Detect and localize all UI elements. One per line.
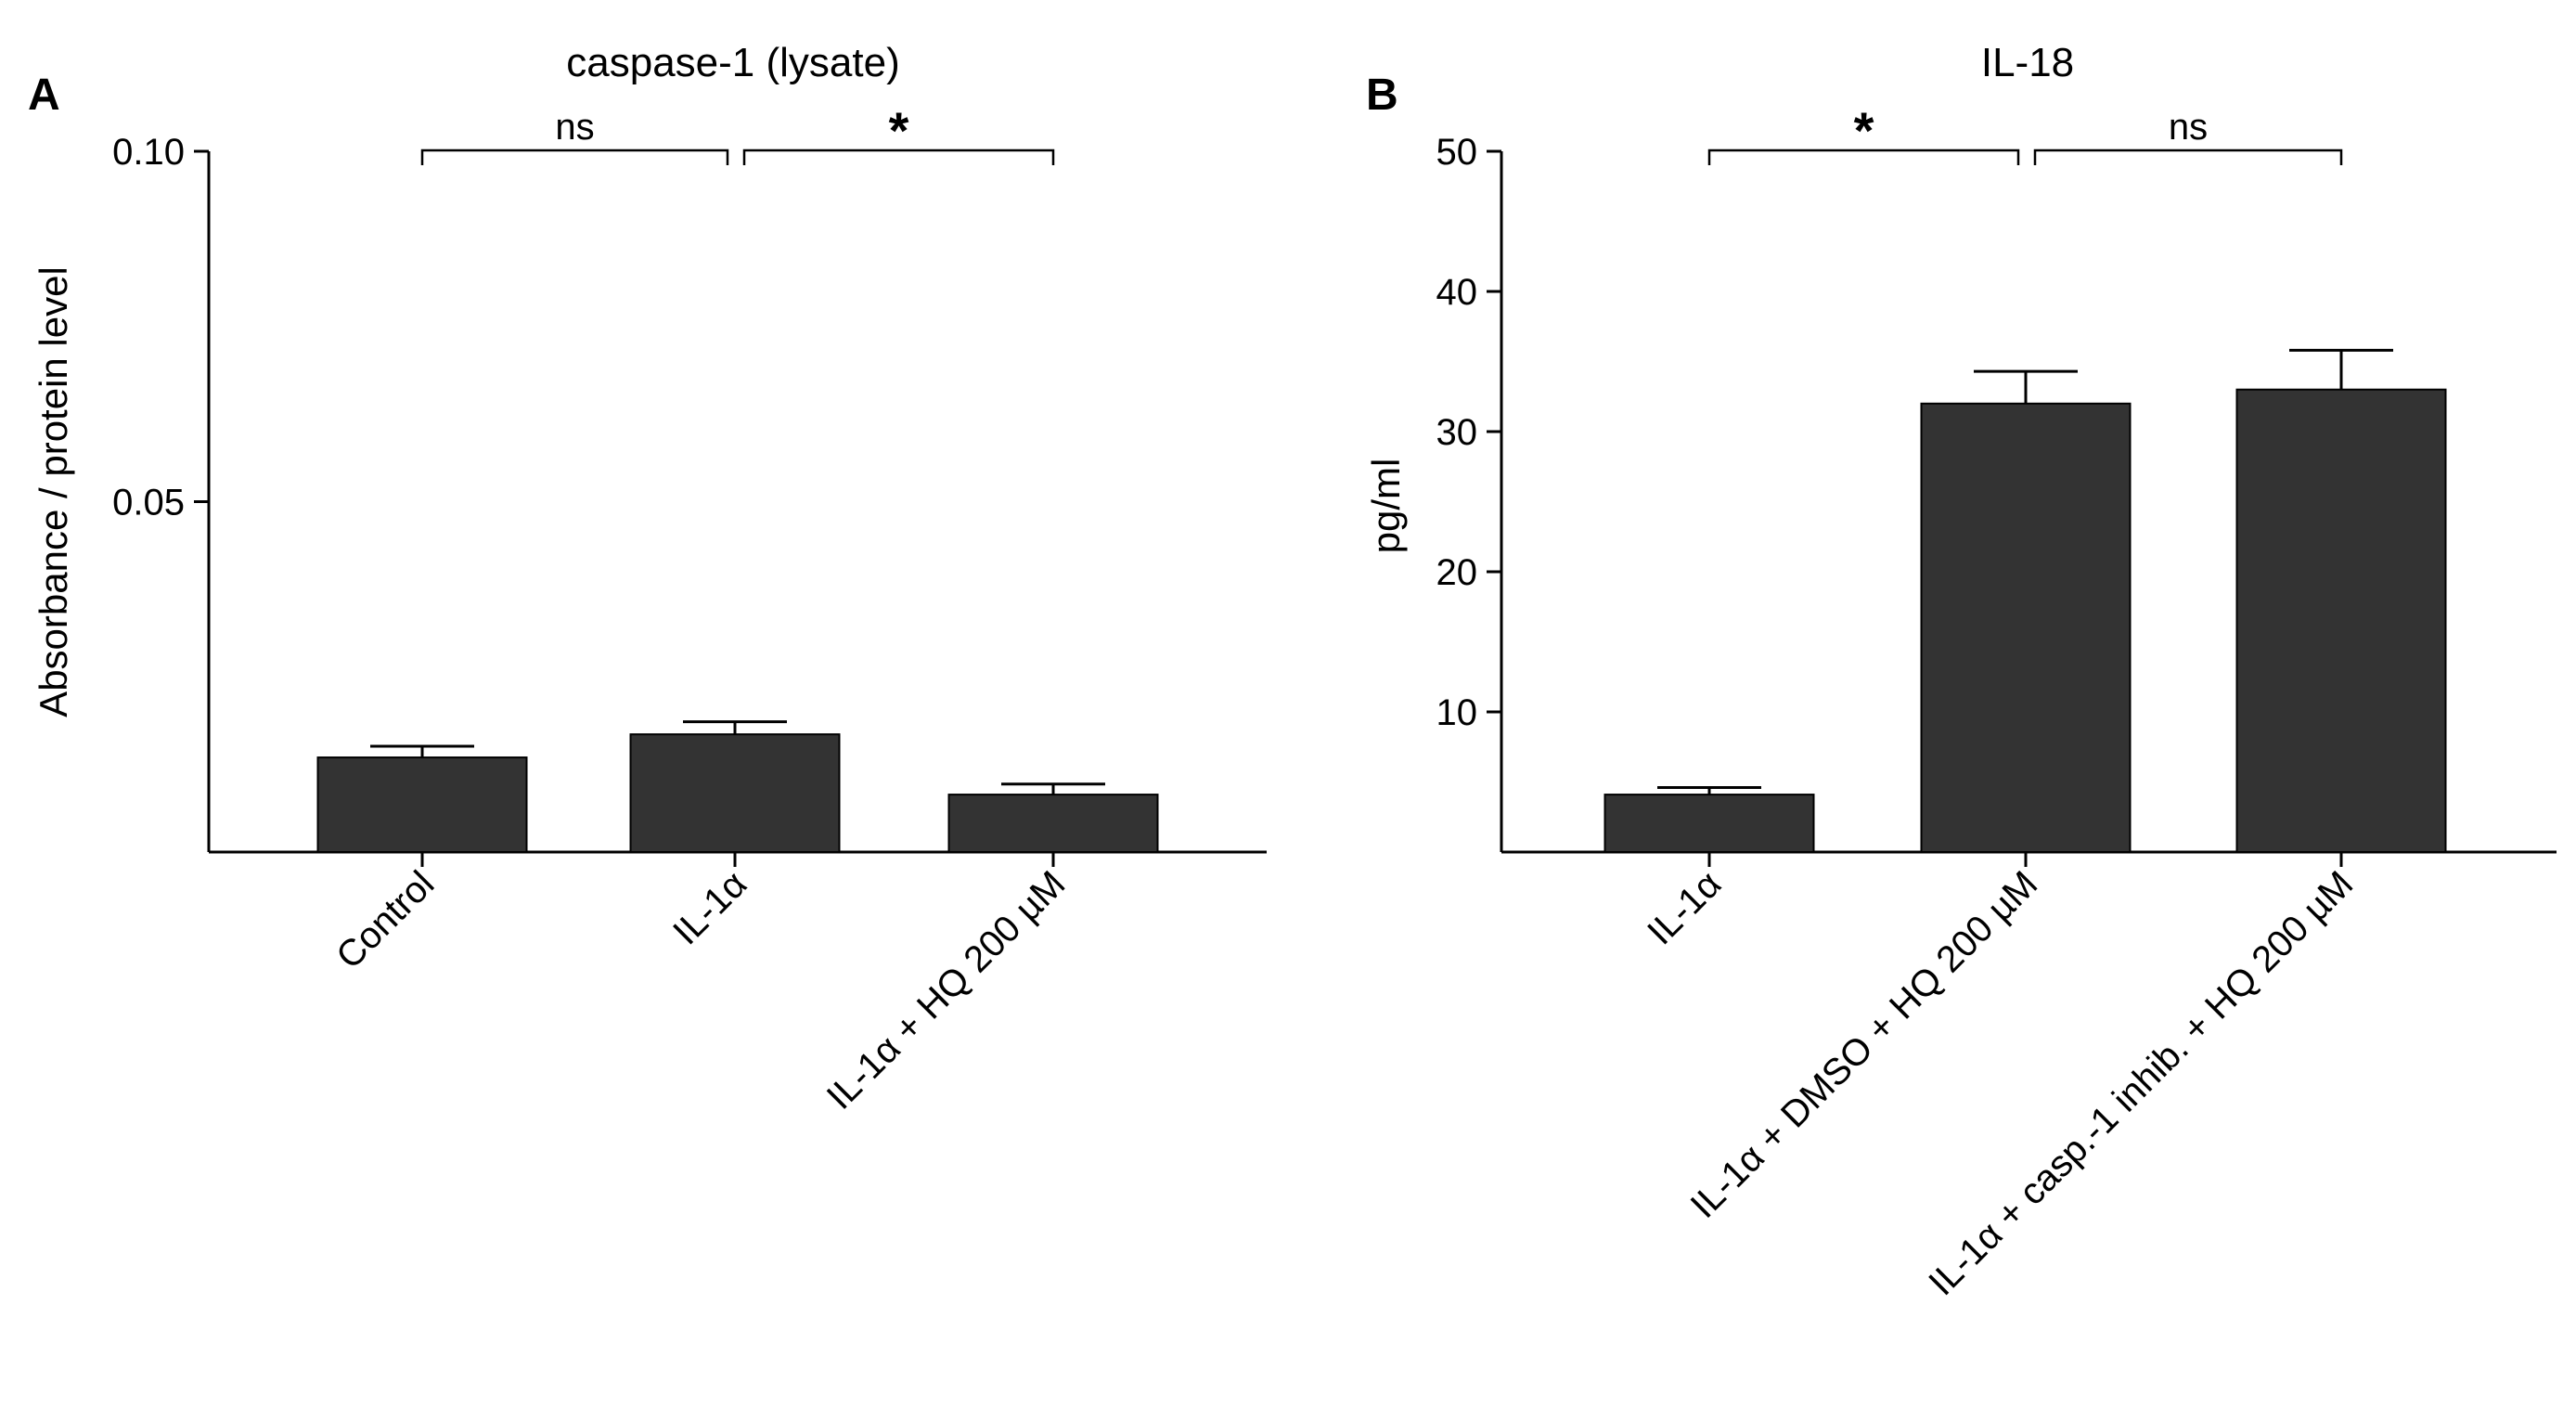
panel-a-category-label: IL-1α	[665, 863, 754, 952]
panel-a-bar	[947, 794, 1159, 854]
panel-b-bar	[2235, 388, 2447, 853]
panel-a-significance-bracket	[742, 149, 1055, 165]
panel-b-bar	[1604, 794, 1815, 854]
panel-b-category-label: IL-1α + DMSO + HQ 200 µM	[1683, 863, 2046, 1226]
panel-a-y-tick-label: 0.10	[112, 132, 185, 173]
panel-a-bar	[316, 756, 528, 854]
panel-a-significance-label: ns	[555, 107, 594, 148]
panel-b-y-tick-label: 30	[1436, 412, 1478, 453]
panel-b-y-tick-label: 40	[1436, 272, 1478, 313]
panel-b-category-label: IL-1α	[1640, 863, 1729, 952]
panel-a-y-tick-label: 0.05	[112, 483, 185, 523]
panel-a-category-label: IL-1α + HQ 200 µM	[819, 863, 1074, 1117]
panel-a-plot: 0.05 0.10 Control IL-1α IL-1α + HQ 200 µM ns *	[112, 101, 1267, 1117]
panel-b-title: IL-18	[1981, 40, 2074, 85]
panel-b-y-tick-label: 10	[1436, 692, 1478, 733]
panel-b-bar	[1920, 402, 2132, 853]
panel-a-label: A	[28, 71, 60, 120]
panel-b-label: B	[1366, 71, 1398, 120]
panel-b-significance-bracket	[2033, 149, 2343, 165]
panel-a-significance-label: *	[889, 101, 909, 160]
panel-b-significance-bracket	[1707, 149, 2020, 165]
panel-a-bar	[629, 733, 841, 853]
panel-b-significance-label: *	[1854, 101, 1874, 160]
panel-a-significance-bracket	[420, 149, 729, 165]
panel-b-y-tick-label: 20	[1436, 552, 1478, 593]
panel-b-significance-label: ns	[2169, 107, 2208, 148]
panel-a-title: caspase-1 (lysate)	[566, 40, 899, 85]
panel-b-y-axis-label: pg/ml	[1364, 459, 1408, 554]
panel-b-y-tick-label: 50	[1436, 132, 1478, 173]
panel-a-y-axis-label: Absorbance / protein level	[32, 266, 75, 717]
panel-a-category-label: Control	[328, 863, 442, 976]
